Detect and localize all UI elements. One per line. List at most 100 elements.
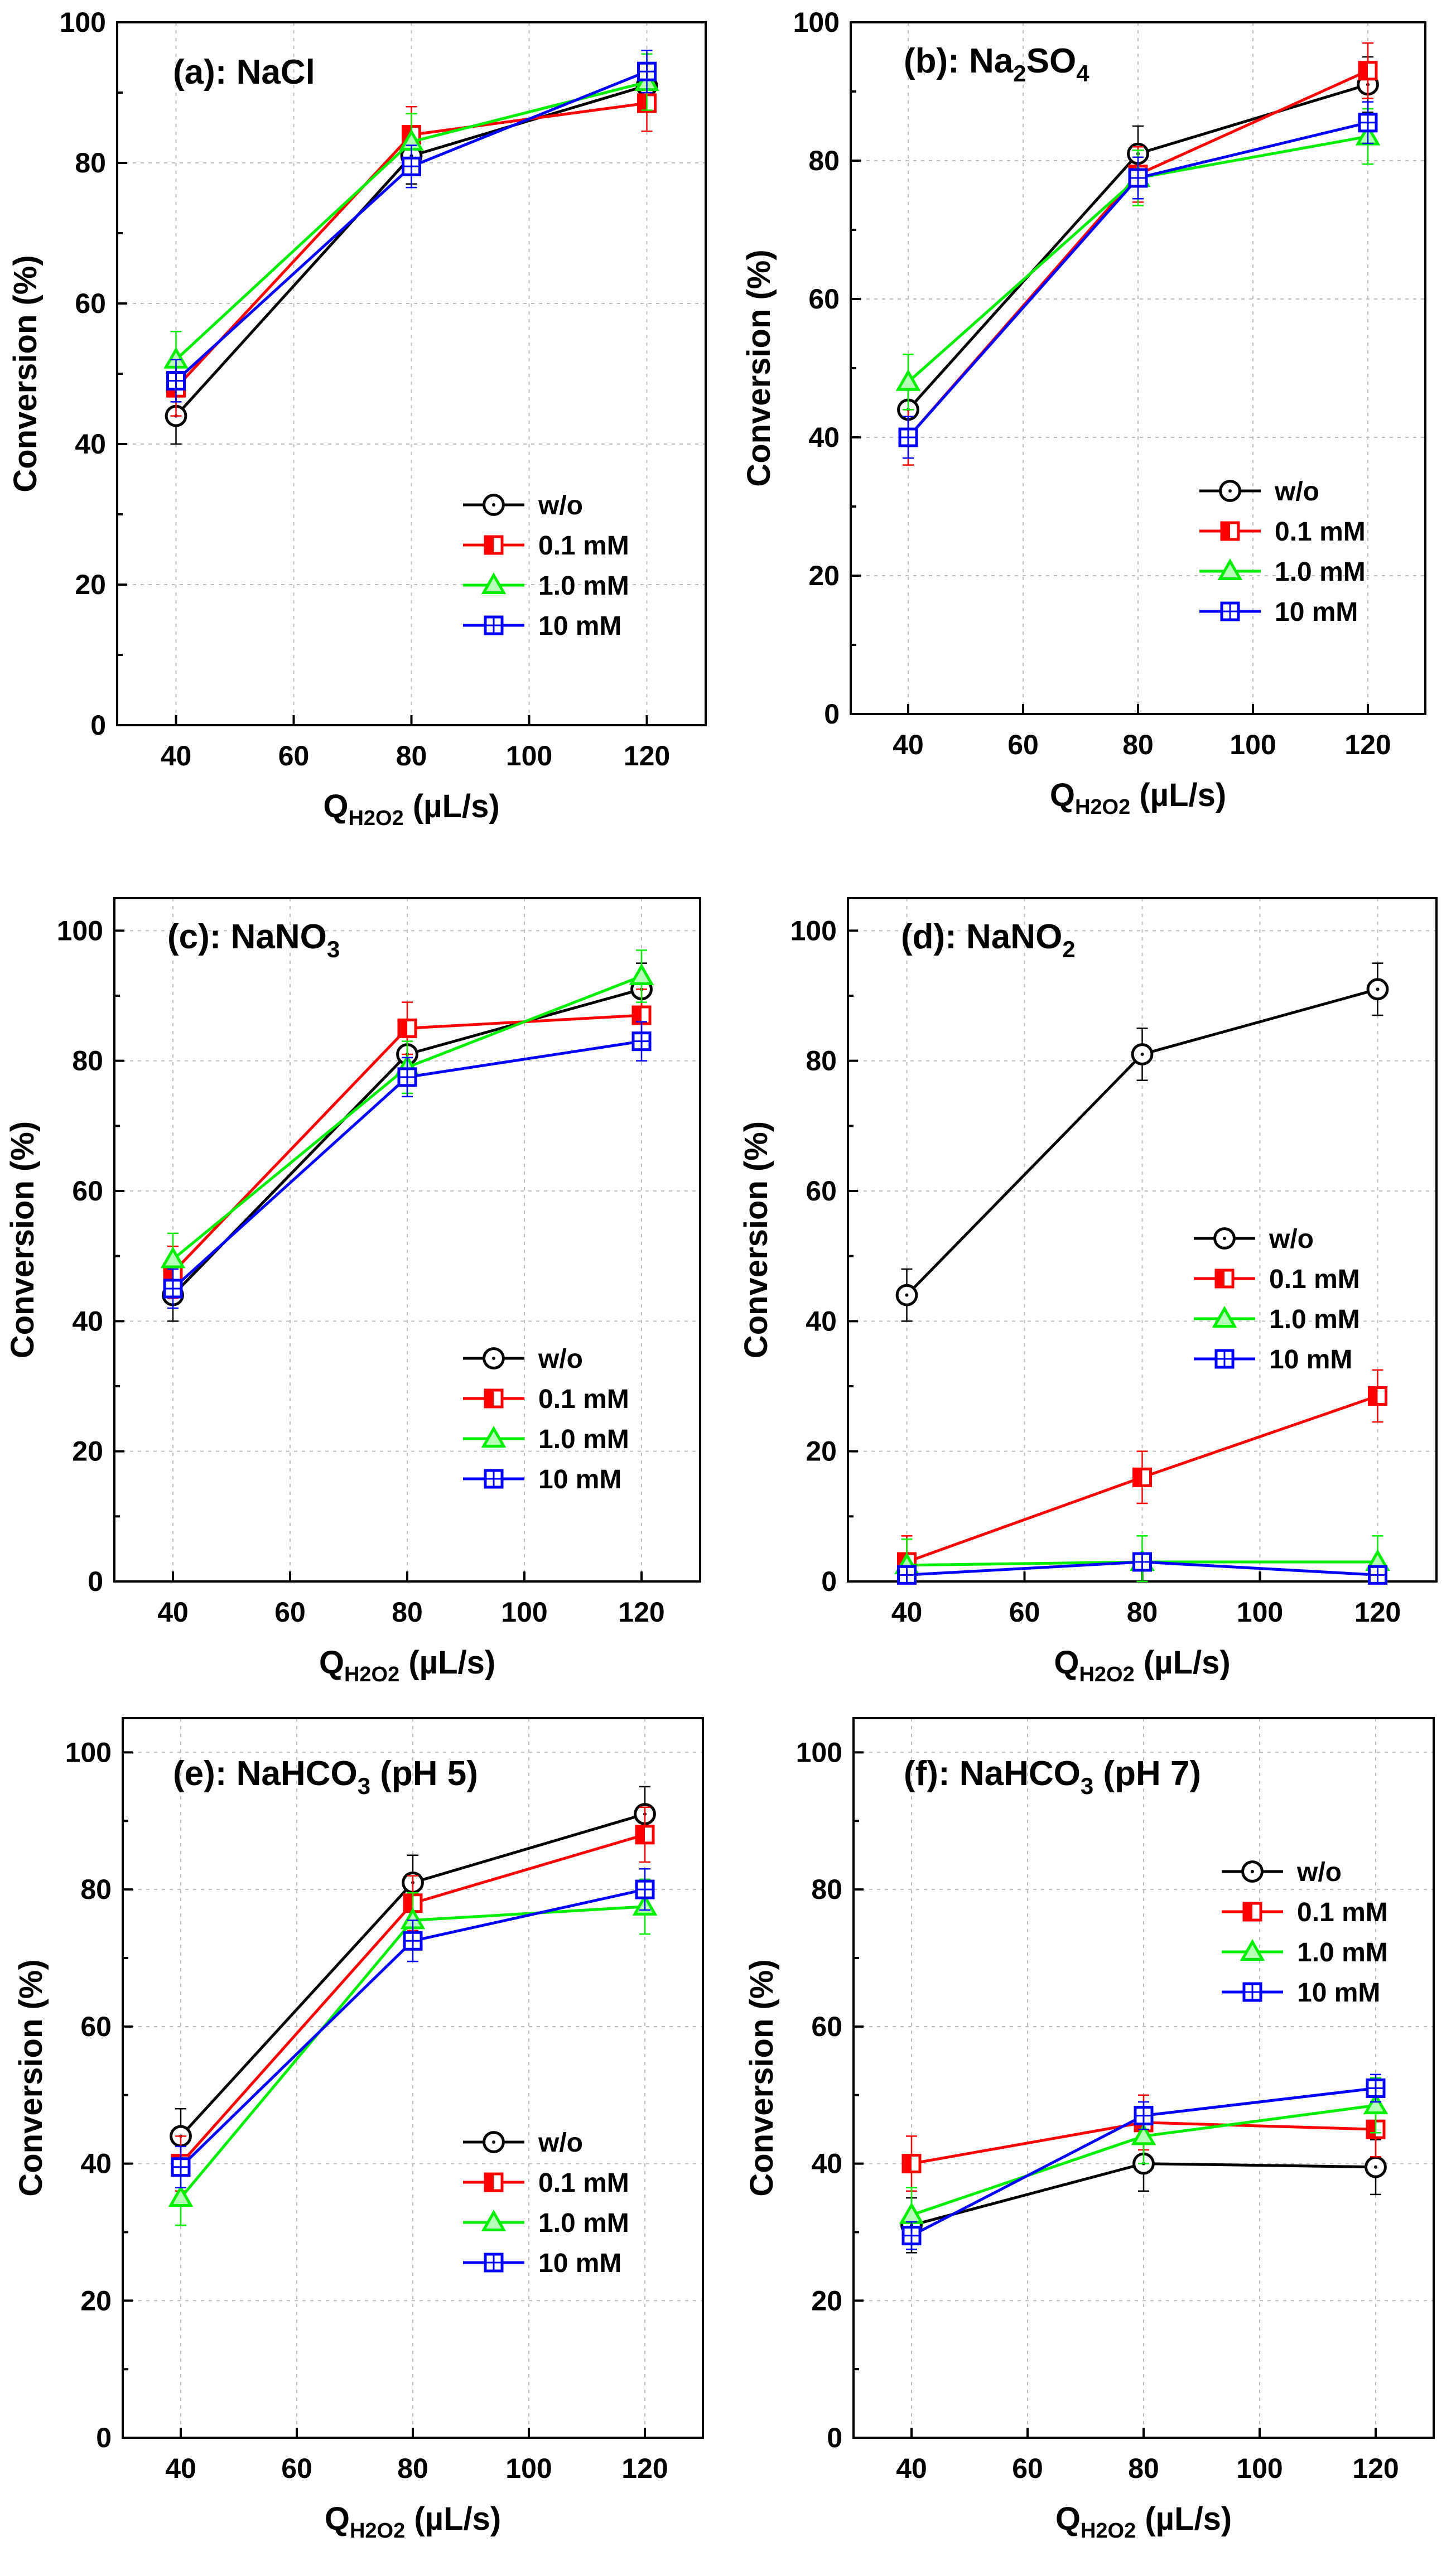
legend-label: 10 mM (538, 2249, 621, 2278)
legend-label: 1.0 mM (1269, 1305, 1360, 1334)
y-tick-label: 60 (811, 2011, 842, 2042)
panel-title: (c): NaNO3 (167, 918, 340, 962)
x-tick-label: 100 (1230, 729, 1276, 760)
y-tick-label: 0 (827, 2422, 842, 2453)
y-tick-label: 100 (793, 7, 840, 38)
y-tick-label: 40 (72, 1305, 103, 1337)
y-tick-label: 100 (60, 7, 106, 38)
x-axis-title: QH2O2 (µL/s) (323, 788, 499, 830)
legend-entry: w/o (463, 2128, 583, 2158)
y-tick-label: 20 (811, 2285, 842, 2316)
y-tick-label: 100 (796, 1737, 842, 1768)
series-10-mM (163, 1021, 652, 1309)
series-10-mM (901, 2073, 1386, 2250)
x-tick-label: 120 (621, 2453, 668, 2484)
y-axis-title: Conversion (%) (7, 255, 44, 492)
legend-label: 10 mM (538, 1465, 621, 1494)
legend: w/o 0.1 mM 1.0 mM 10 mM (1222, 1858, 1388, 2008)
x-axis-title: QH2O2 (µL/s) (1050, 777, 1226, 819)
panel-title: (a): NaCl (173, 53, 315, 91)
x-tick-label: 120 (1344, 729, 1391, 760)
chart-panel-4: 40 60 80 100 120 0 20 40 60 80 100 Conversion (%) QH… (738, 897, 1438, 1686)
legend-label: 0.1 mM (538, 531, 629, 561)
legend-entry: w/o (1222, 1858, 1342, 1887)
legend-label: 0.1 mM (1275, 517, 1366, 547)
y-tick-label: 0 (96, 2422, 112, 2453)
chart-panel-6: 40 60 80 100 120 0 20 40 60 80 100 Conversion (%) QH… (744, 1717, 1435, 2543)
legend: w/o 0.1 mM 1.0 mM 10 mM (1199, 477, 1366, 627)
legend-entry: 0.1 mM (463, 1385, 629, 1414)
legend-entry: 10 mM (1194, 1345, 1352, 1375)
series-w/o (897, 56, 1379, 438)
legend-marker (1212, 1305, 1237, 1328)
y-tick-label: 60 (80, 2011, 112, 2042)
y-tick-label: 20 (75, 569, 106, 600)
legend-label: 1.0 mM (538, 2208, 629, 2238)
x-tick-label: 80 (392, 1597, 423, 1628)
y-tick-label: 80 (75, 147, 106, 179)
legend-entry: 10 mM (463, 611, 621, 641)
legend-label: 0.1 mM (538, 1385, 629, 1414)
legend-entry: 10 mM (463, 1465, 621, 1494)
legend: w/o 0.1 mM 1.0 mM 10 mM (463, 2128, 629, 2278)
x-tick-label: 60 (1007, 729, 1039, 760)
y-tick-label: 80 (811, 1874, 842, 1905)
x-axis-title: QH2O2 (µL/s) (1055, 2501, 1232, 2543)
legend-entry: 0.1 mM (463, 2168, 629, 2198)
y-axis-title: Conversion (%) (4, 1121, 41, 1358)
legend-entry: 1.0 mM (463, 2208, 629, 2238)
chart-panel-5: 40 60 80 100 120 0 20 40 60 80 100 Conversion (%) QH… (13, 1717, 704, 2543)
legend-entry: 1.0 mM (463, 571, 629, 601)
series-10-mM (898, 101, 1378, 459)
legend-label: w/o (538, 491, 583, 520)
y-tick-label: 80 (80, 1874, 112, 1905)
x-tick-label: 120 (624, 740, 670, 771)
x-tick-label: 80 (397, 2453, 428, 2484)
y-tick-label: 40 (806, 1305, 837, 1337)
y-tick-label: 20 (72, 1436, 103, 1467)
legend-label: 1.0 mM (1297, 1938, 1388, 1967)
panel-title: (d): NaNO2 (901, 918, 1076, 962)
y-tick-label: 100 (790, 915, 837, 946)
legend-entry: 10 mM (463, 2249, 621, 2278)
series-10-mM (171, 1868, 655, 2188)
chart-panel-2: 40 60 80 100 120 0 20 40 60 80 100 Conversion (%) QH… (741, 7, 1426, 819)
legend-label: 10 mM (538, 611, 621, 641)
x-tick-label: 40 (896, 2453, 927, 2484)
legend-entry: 1.0 mM (1194, 1305, 1360, 1334)
legend-label: w/o (538, 2128, 583, 2158)
legend-entry: w/o (463, 491, 583, 520)
series-10-mM (897, 1552, 1387, 1585)
x-tick-label: 60 (281, 2453, 312, 2484)
legend-label: 10 mM (1275, 597, 1358, 627)
x-axis-title: QH2O2 (µL/s) (325, 2501, 501, 2543)
x-tick-label: 120 (1352, 2453, 1399, 2484)
legend-entry: 0.1 mM (1222, 1898, 1388, 1927)
series-0p1-mM (898, 42, 1378, 466)
data-point (160, 1246, 186, 1269)
x-tick-label: 120 (618, 1597, 664, 1628)
y-axis-title: Conversion (%) (744, 1959, 780, 2196)
legend-entry: 1.0 mM (1222, 1938, 1388, 1967)
y-tick-label: 40 (75, 428, 106, 460)
legend-marker (481, 2209, 507, 2231)
data-point (1363, 2092, 1388, 2115)
panel-title: (b): Na2SO4 (904, 42, 1089, 86)
y-axis-title: Conversion (%) (13, 1959, 49, 2196)
y-tick-label: 20 (808, 560, 840, 591)
legend-entry: 0.1 mM (463, 531, 629, 561)
legend-label: w/o (1296, 1858, 1342, 1887)
x-tick-label: 40 (891, 1597, 923, 1628)
y-tick-label: 60 (806, 1175, 837, 1207)
x-tick-label: 40 (893, 729, 924, 760)
legend-entry: w/o (1194, 1224, 1314, 1254)
series-w/o (895, 962, 1389, 1322)
y-tick-label: 60 (72, 1175, 103, 1207)
legend-entry: w/o (463, 1344, 583, 1374)
legend-label: w/o (538, 1344, 583, 1374)
x-tick-label: 100 (1236, 2453, 1283, 2484)
y-tick-label: 0 (88, 1566, 103, 1597)
legend-label: 10 mM (1269, 1345, 1352, 1375)
x-tick-label: 80 (1128, 2453, 1159, 2484)
